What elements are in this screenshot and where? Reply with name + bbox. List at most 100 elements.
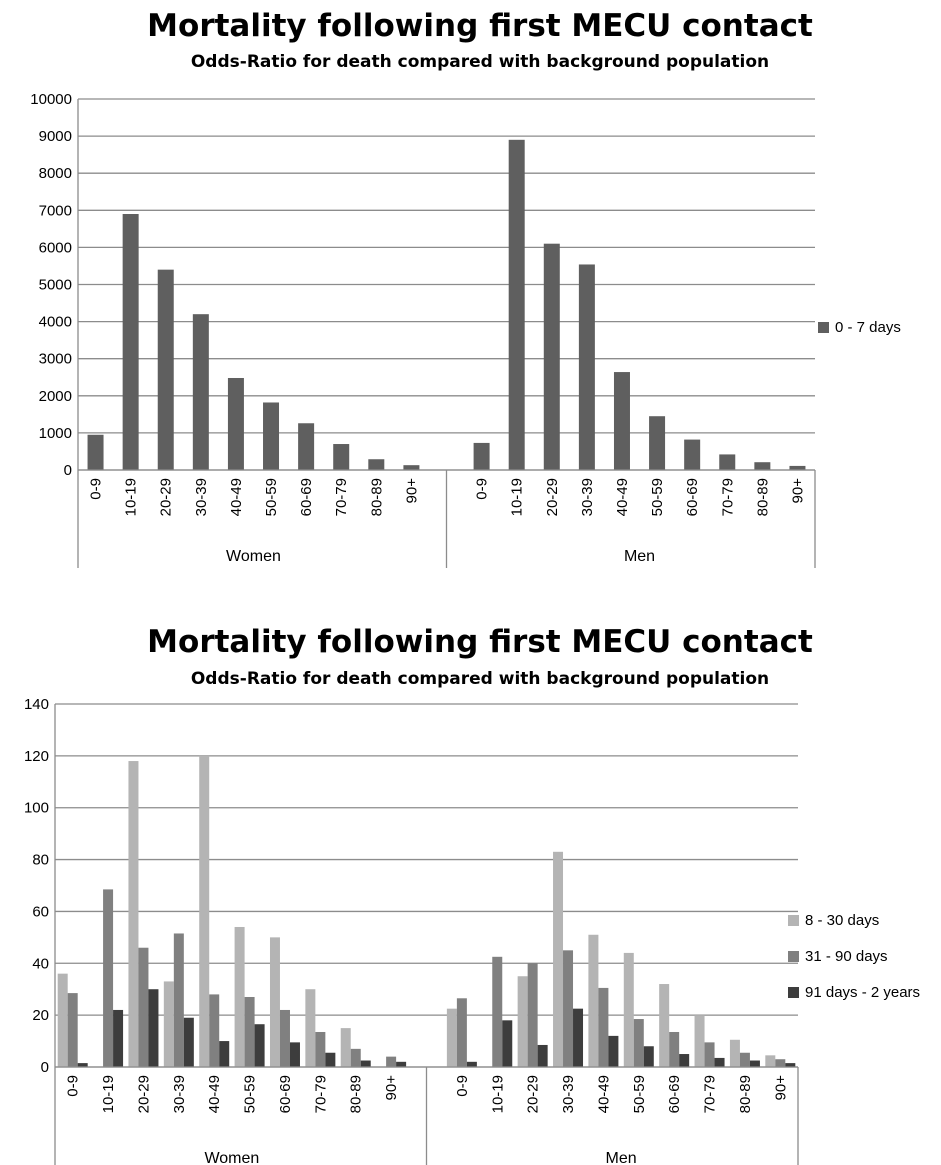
- bar-men-70-79-s2: [714, 1057, 725, 1067]
- bar-men-40-49-s2: [608, 1035, 619, 1067]
- y-tick-label: 0: [41, 1059, 49, 1076]
- bar-women-30-39-s2: [183, 1017, 194, 1067]
- x-tick-label: 50-59: [649, 478, 666, 516]
- bar-women-60-69-s0: [298, 423, 315, 470]
- x-tick-label: 20-29: [158, 478, 175, 516]
- x-tick-label: 90+: [789, 478, 806, 504]
- chart-subtitle: Odds-Ratio for death compared with backg…: [191, 669, 769, 689]
- bars: [87, 139, 806, 470]
- y-tick-label: 100: [24, 800, 49, 817]
- bar-women-80-89-s0: [340, 1028, 351, 1067]
- x-tick-label: 60-69: [277, 1075, 294, 1113]
- bar-men-90+-s2: [785, 1063, 796, 1067]
- bar-men-30-39-s1: [563, 950, 574, 1067]
- x-tick-label: 0-9: [474, 478, 491, 500]
- x-tick-label: 10-19: [100, 1075, 117, 1113]
- x-tick-label: 70-79: [333, 478, 350, 516]
- x-tick-label: 30-39: [193, 478, 210, 516]
- y-tick-label: 1000: [39, 425, 72, 442]
- x-tick-label: 90+: [772, 1075, 789, 1101]
- bar-women-50-59-s0: [263, 402, 280, 470]
- x-tick-label: 40-49: [228, 478, 245, 516]
- x-tick-label: 50-59: [242, 1075, 259, 1113]
- bar-men-60-69-s0: [684, 439, 701, 470]
- legend-swatch: [818, 322, 829, 333]
- bar-women-90+-s0: [403, 465, 420, 470]
- bar-men-50-59-s0: [649, 416, 666, 470]
- chart-title: Mortality following first MECU contact: [147, 624, 813, 660]
- y-tick-label: 120: [24, 748, 49, 765]
- bar-men-50-59-s2: [643, 1046, 654, 1067]
- bar-women-70-79-s0: [305, 989, 316, 1067]
- bar-women-0-9-s2: [77, 1063, 88, 1067]
- bar-women-90+-s1: [386, 1056, 397, 1067]
- x-tick-label: 80-89: [754, 478, 771, 516]
- legend-label: 0 - 7 days: [835, 319, 901, 336]
- bar-men-80-89-s2: [749, 1060, 760, 1067]
- y-tick-label: 60: [32, 903, 49, 920]
- bar-men-90+-s0: [765, 1055, 776, 1067]
- bar-women-50-59-s1: [244, 996, 255, 1067]
- y-tick-label: 3000: [39, 351, 72, 368]
- legend-swatch: [788, 987, 799, 998]
- bar-men-80-89-s0: [729, 1039, 740, 1067]
- x-tick-label: 60-69: [684, 478, 701, 516]
- bar-women-40-49-s2: [219, 1041, 230, 1067]
- bar-men-20-29-s1: [527, 963, 538, 1067]
- bar-women-50-59-s0: [234, 926, 245, 1067]
- bar-women-50-59-s2: [254, 1024, 265, 1067]
- chart-subtitle: Odds-Ratio for death compared with backg…: [191, 52, 769, 72]
- grid: [77, 98, 815, 471]
- bar-men-60-69-s0: [659, 984, 670, 1067]
- y-tick-label: 7000: [39, 202, 72, 219]
- y-tick-label: 5000: [39, 277, 72, 294]
- bar-women-20-29-s0: [157, 269, 174, 470]
- bar-men-40-49-s1: [598, 987, 609, 1067]
- bar-women-0-9-s0: [87, 434, 104, 470]
- group-label-men: Men: [624, 548, 655, 565]
- x-tick-label: 10-19: [123, 478, 140, 516]
- bar-women-70-79-s0: [333, 444, 350, 470]
- bar-men-70-79-s1: [704, 1042, 715, 1067]
- bar-men-10-19-s1: [492, 956, 503, 1067]
- bar-women-80-89-s1: [350, 1048, 361, 1067]
- x-tick-label: 80-89: [348, 1075, 365, 1113]
- bar-women-10-19-s0: [122, 214, 139, 470]
- x-tick-label: 20-29: [544, 478, 561, 516]
- bar-women-80-89-s0: [368, 459, 385, 470]
- bar-women-0-9-s1: [67, 993, 78, 1067]
- x-tick-label: 40-49: [206, 1075, 223, 1113]
- legend-swatch: [788, 951, 799, 962]
- bar-men-60-69-s1: [669, 1031, 680, 1067]
- bar-men-0-9-s0: [446, 1008, 457, 1067]
- x-tick-label: 50-59: [263, 478, 280, 516]
- bar-women-10-19-s2: [113, 1009, 124, 1067]
- x-tick-label: 90+: [383, 1075, 400, 1101]
- bar-women-30-39-s0: [163, 981, 174, 1067]
- bar-men-90+-s1: [775, 1059, 786, 1067]
- bar-women-90+-s2: [396, 1061, 407, 1067]
- bar-women-20-29-s2: [148, 989, 159, 1067]
- y-tick-label: 10000: [30, 91, 72, 108]
- bar-men-10-19-s0: [508, 139, 525, 470]
- bar-men-50-59-s1: [633, 1019, 644, 1067]
- bar-men-0-9-s2: [466, 1061, 477, 1067]
- x-tick-label: 70-79: [702, 1075, 719, 1113]
- y-axis-ticks: 0 20 40 60 80 100 120 140: [24, 696, 49, 1076]
- bar-women-10-19-s1: [103, 889, 114, 1067]
- y-tick-label: 6000: [39, 239, 72, 256]
- bar-women-30-39-s0: [192, 314, 209, 470]
- bar-men-80-89-s1: [739, 1052, 750, 1067]
- group-label-men: Men: [606, 1150, 637, 1165]
- x-tick-label: 60-69: [666, 1075, 683, 1113]
- legend-label: 31 - 90 days: [805, 948, 888, 965]
- bar-men-10-19-s2: [502, 1020, 513, 1067]
- x-tick-label: 10-19: [509, 478, 526, 516]
- bar-women-70-79-s2: [325, 1052, 336, 1067]
- x-axis: 0-9 10-19 20-29 30-39 40-49 50-59 60-69 70-79 80…: [54, 1066, 799, 1165]
- y-tick-label: 40: [32, 955, 49, 972]
- group-label-women: Women: [226, 548, 281, 565]
- bar-men-40-49-s0: [613, 372, 630, 470]
- bar-women-30-39-s1: [173, 933, 184, 1067]
- x-tick-label: 0-9: [88, 478, 105, 500]
